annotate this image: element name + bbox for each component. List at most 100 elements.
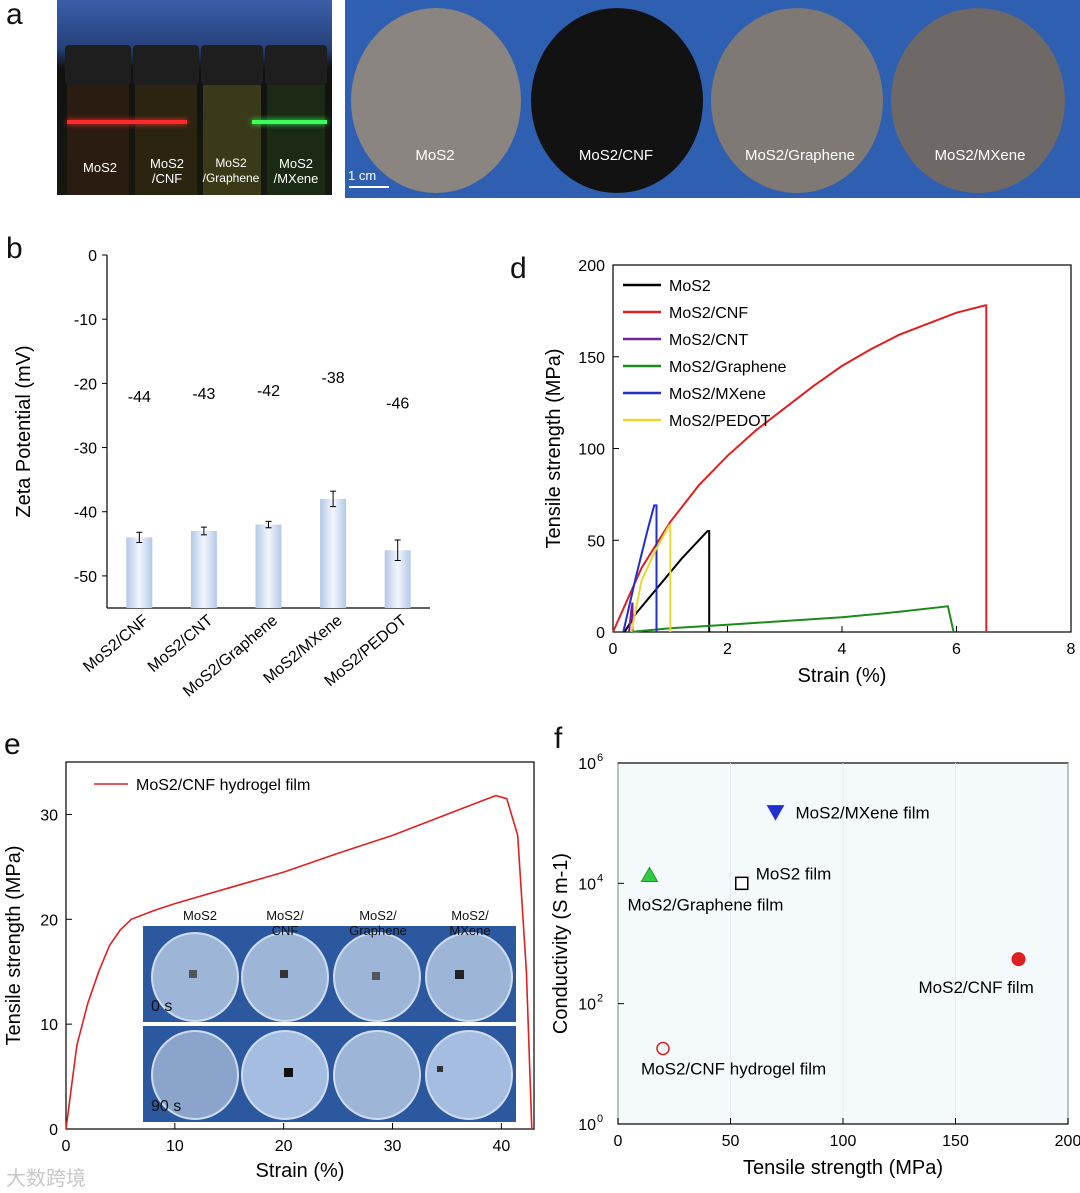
film-label-mxene: MoS2/MXene <box>934 147 1026 164</box>
x-tick-label: 8 <box>1067 641 1076 658</box>
inset-label-mxene: MoS2/ MXene <box>449 908 491 938</box>
y-tick-label: 0 <box>88 248 97 265</box>
y-tick-label: 20 <box>40 912 58 929</box>
legend-label: MoS2 <box>669 278 711 295</box>
x-axis-label: Tensile strength (MPa) <box>743 1157 943 1179</box>
y-axis-label: Zeta Potential (mV) <box>13 345 35 517</box>
point-label: MoS2/MXene film <box>796 804 930 823</box>
y-tick-label: 50 <box>587 533 605 550</box>
y-tick-label: 10 <box>578 876 596 893</box>
vial-label-graphene: MoS2 /Graphene <box>202 156 260 185</box>
plot-frame <box>65 761 535 1130</box>
marker <box>766 805 785 821</box>
x-tick-label: 40 <box>492 1138 510 1155</box>
hydrogel-tensile-chart: 0 10 20 30 40 0 10 20 30 MoS2/CNF hydrogel film St… <box>3 761 535 1182</box>
time-0s: 0 s <box>151 998 173 1015</box>
y-tick-label: -10 <box>74 312 97 329</box>
bar <box>255 524 282 608</box>
bar-value-label: -46 <box>386 396 409 413</box>
panel-label-b: b <box>6 232 23 265</box>
dish-0s-2 <box>241 932 329 1022</box>
y-tick-label: 200 <box>578 258 605 275</box>
point-label: MoS2 film <box>756 864 832 883</box>
point-label: MoS2/CNF hydrogel film <box>641 1059 826 1078</box>
film-label-mos2: MoS2 <box>415 147 455 164</box>
marker <box>640 866 659 883</box>
y-tick-exponent: 0 <box>597 1113 603 1125</box>
series-line <box>65 794 533 1130</box>
y-tick-exponent: 4 <box>597 872 603 884</box>
dissolution-photo: 0 s 90 s <box>143 926 516 1122</box>
series-line <box>612 304 988 633</box>
series-line <box>623 530 711 633</box>
x-tick-label: 6 <box>952 641 961 658</box>
x-tick-label: 0 <box>609 641 618 658</box>
dish-90s-3 <box>333 1030 421 1120</box>
series-line <box>622 504 658 633</box>
bar-value-label: -42 <box>257 383 280 400</box>
y-tick-label: 10 <box>578 1117 596 1134</box>
panel-label-d: d <box>510 252 527 285</box>
x-tick-label: 100 <box>830 1133 857 1150</box>
vial-label-mos2: MoS2 <box>83 160 117 175</box>
y-tick-label: 10 <box>578 997 596 1014</box>
tensile-strain-chart: 0 2 4 6 8 0 50 100 150 200 MoS2 MoS2/CNF MoS2/CNT MoS… <box>543 258 1076 687</box>
y-tick-exponent: 2 <box>597 993 603 1005</box>
panel-label-e: e <box>4 728 21 761</box>
x-axis-label: Strain (%) <box>256 1160 345 1182</box>
bar <box>320 498 347 608</box>
y-tick-label: 0 <box>596 625 605 642</box>
scale-bar-label: 1 cm <box>348 168 377 183</box>
inset-label-cnf: MoS2/ CNF <box>266 908 304 938</box>
x-tick-label: 2 <box>723 641 732 658</box>
marker <box>735 876 749 891</box>
series-line <box>630 524 672 633</box>
x-tick-label: 50 <box>722 1133 740 1150</box>
y-tick-label: 10 <box>578 756 596 773</box>
legend-label: MoS2/Graphene <box>669 359 787 376</box>
point-label: MoS2/CNF film <box>919 978 1034 997</box>
legend-label: MoS2/PEDOT <box>669 413 771 430</box>
panel-label-a: a <box>6 0 23 31</box>
x-axis-label: Strain (%) <box>798 665 887 687</box>
scale-bar <box>349 186 389 188</box>
film-disc-mos2 <box>351 8 521 193</box>
x-tick-label: 200 <box>1055 1133 1080 1150</box>
zeta-potential-chart: 0-10-20-30-40-50-44MoS2/CNF-43MoS2/CNT-4… <box>13 248 430 701</box>
bar <box>190 530 217 608</box>
y-tick-label: -30 <box>74 441 97 458</box>
y-tick-label: 100 <box>578 442 605 459</box>
y-tick-label: -20 <box>74 376 97 393</box>
y-tick-label: -50 <box>74 569 97 586</box>
film-label-graphene: MoS2/Graphene <box>744 147 856 164</box>
film-label-cnf: MoS2/CNF <box>578 147 654 164</box>
films-photo: MoS2 MoS2/CNF MoS2/Graphene MoS2/MXene 1… <box>345 0 1080 198</box>
bar-value-label: -38 <box>322 370 345 387</box>
bar-value-label: -44 <box>128 389 151 406</box>
x-tick-label: 4 <box>838 641 847 658</box>
y-tick-exponent: 6 <box>597 752 603 764</box>
y-axis-label: Conductivity (S m-1) <box>550 853 572 1034</box>
x-tick-label: 0 <box>62 1138 71 1155</box>
x-tick-label: 30 <box>384 1138 402 1155</box>
y-tick-label: 30 <box>40 807 58 824</box>
inset-label-graphene: MoS2/ Graphene <box>349 908 407 938</box>
time-90s: 90 s <box>151 1098 182 1115</box>
watermark: 大数跨境 <box>6 1168 86 1190</box>
x-tick-label: 150 <box>942 1133 969 1150</box>
vials-photo: MoS2 MoS2 /CNF MoS2 /Graphene MoS2 /MXen… <box>57 0 332 195</box>
legend-label: MoS2/CNF <box>669 305 748 322</box>
bar <box>126 537 153 608</box>
legend-label: MoS2/MXene <box>669 386 766 403</box>
dish-90s-1 <box>151 1030 239 1120</box>
marker <box>656 1041 670 1056</box>
film-disc-mxene <box>891 8 1065 193</box>
series-line <box>630 605 955 633</box>
y-tick-label: 0 <box>49 1122 58 1139</box>
series-line <box>628 602 634 633</box>
legend-label: MoS2/CNF hydrogel film <box>136 777 310 794</box>
x-tick-label: 20 <box>275 1138 293 1155</box>
y-axis-label: Tensile strength (MPa) <box>3 845 25 1045</box>
x-tick-label: 0 <box>614 1133 623 1150</box>
